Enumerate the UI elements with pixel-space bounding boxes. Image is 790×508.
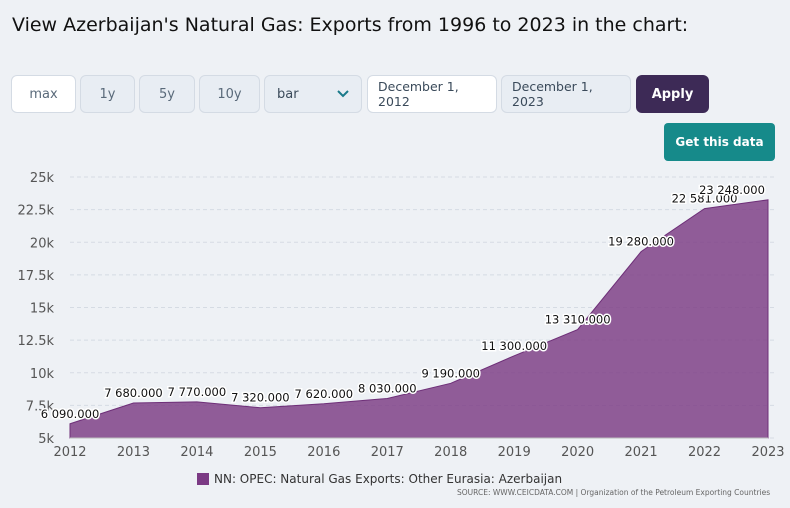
data-label: 22 581.000 <box>672 192 738 206</box>
range-max-button[interactable]: max <box>11 75 76 113</box>
x-tick-label: 2012 <box>53 445 86 460</box>
x-tick-label: 2017 <box>371 445 404 460</box>
data-label: 13 310.000 <box>545 313 611 327</box>
legend-label: NN: OPEC: Natural Gas Exports: Other Eur… <box>214 472 563 486</box>
data-label: 6 090.000 <box>41 407 100 421</box>
x-tick-label: 2020 <box>561 445 594 460</box>
y-tick-label: 5k <box>38 432 54 447</box>
x-tick-label: 2015 <box>244 445 277 460</box>
x-tick-label: 2013 <box>117 445 150 460</box>
area-series <box>69 199 769 439</box>
y-tick-label: 17.5k <box>18 269 55 284</box>
apply-button[interactable]: Apply <box>636 75 709 113</box>
data-label: 9 190.000 <box>421 366 480 380</box>
x-tick-label: 2023 <box>751 445 784 460</box>
y-tick-label: 20k <box>30 236 55 251</box>
data-label: 19 280.000 <box>608 235 674 249</box>
range-5y-button[interactable]: 5y <box>139 75 195 113</box>
source-note: SOURCE: WWW.CEICDATA.COM | Organization … <box>457 488 771 497</box>
y-tick-label: 25k <box>30 171 55 186</box>
start-date-input[interactable]: December 1, 2012 <box>367 75 497 113</box>
data-label: 7 620.000 <box>295 387 354 401</box>
x-tick-label: 2014 <box>180 445 213 460</box>
x-tick-label: 2021 <box>625 445 658 460</box>
end-date-input[interactable]: December 1, 2023 <box>501 75 631 113</box>
y-tick-label: 7.5k <box>26 399 55 414</box>
get-data-button[interactable]: Get this data <box>664 123 775 161</box>
chart-type-value: bar <box>277 86 299 102</box>
data-label: 11 300.000 <box>481 339 547 353</box>
data-label: 7 680.000 <box>104 386 163 400</box>
chart-type-select[interactable]: bar <box>264 75 362 113</box>
y-tick-label: 10k <box>30 367 55 382</box>
range-1y-button[interactable]: 1y <box>80 75 135 113</box>
data-label: 8 030.000 <box>358 381 417 395</box>
y-tick-label: 12.5k <box>18 334 55 349</box>
data-label: 23 248.000 <box>699 183 765 197</box>
range-10y-button[interactable]: 10y <box>199 75 260 113</box>
x-tick-label: 2022 <box>688 445 721 460</box>
data-label: 7 770.000 <box>168 385 227 399</box>
legend-swatch <box>197 473 209 485</box>
chart-legend[interactable]: NN: OPEC: Natural Gas Exports: Other Eur… <box>197 472 562 486</box>
page-title: View Azerbaijan's Natural Gas: Exports f… <box>12 14 689 36</box>
y-tick-label: 22.5k <box>18 204 55 219</box>
y-tick-label: 15k <box>30 302 55 317</box>
x-tick-label: 2018 <box>434 445 467 460</box>
chevron-down-icon <box>337 90 349 98</box>
data-label: 7 320.000 <box>231 391 290 405</box>
x-tick-label: 2016 <box>307 445 340 460</box>
x-tick-label: 2019 <box>498 445 531 460</box>
